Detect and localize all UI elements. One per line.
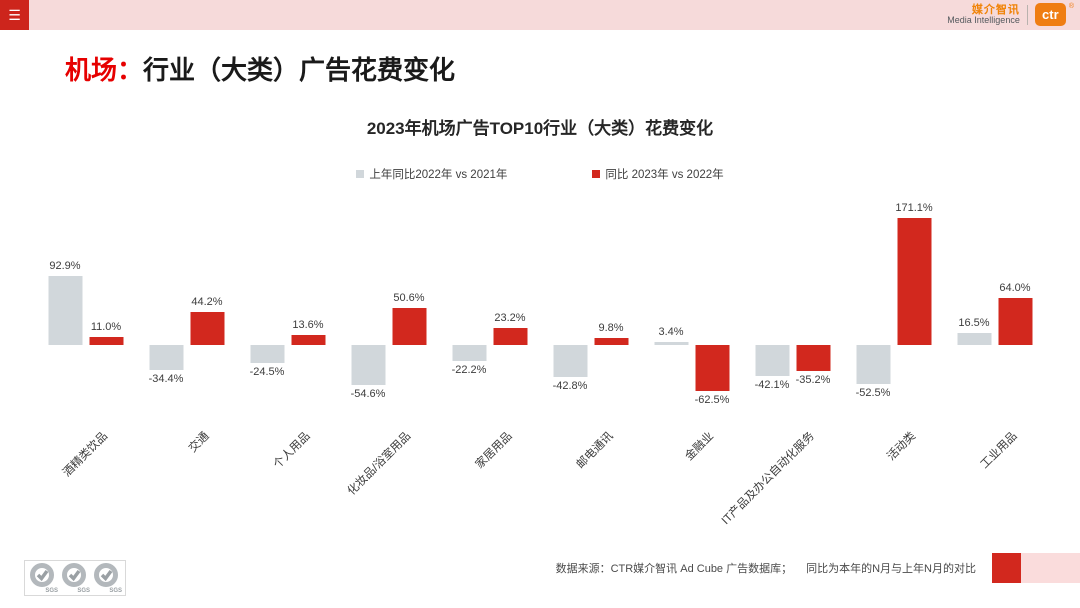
- bar-group: 92.9% 11.0%: [35, 190, 136, 420]
- bar-value-label: 44.2%: [191, 296, 223, 309]
- sgs-text: SGS: [77, 588, 90, 594]
- chart-title: 2023年机场广告TOP10行业（大类）花费变化: [366, 119, 714, 138]
- bar-prev-year: [351, 345, 385, 386]
- bar-current-year: [695, 345, 729, 392]
- bar-value-label: -54.6%: [350, 388, 386, 401]
- sgs-text: SGS: [45, 588, 58, 594]
- sgs-text: SGS: [109, 588, 122, 594]
- bar-value-label: 11.0%: [90, 320, 122, 333]
- bar-current-year: [493, 327, 527, 345]
- bar-value-label: -35.2%: [795, 374, 831, 387]
- comparison-note: 同比为本年的N月与上年N月的对比: [806, 563, 976, 575]
- x-axis-category: IT产品及办公自动化服务: [720, 430, 818, 528]
- x-axis-category: 交通: [186, 430, 212, 455]
- bar-group: -52.5% 171.1%: [843, 190, 944, 420]
- x-axis-category: 化妆品/浴室用品: [345, 430, 414, 498]
- bar-prev-year: [957, 332, 991, 345]
- bar-value-label: 9.8%: [598, 321, 624, 334]
- x-axis-category: 酒精类饮品: [60, 430, 111, 480]
- data-source: 数据来源：CTR媒介智讯 Ad Cube 广告数据库；: [555, 563, 793, 575]
- bar-group: 16.5% 64.0%: [944, 190, 1045, 420]
- bar-group: -42.8% 9.8%: [540, 190, 641, 420]
- chart-legend: 上年同比2022年 vs 2021年 同比 2023年 vs 2022年: [0, 166, 1080, 182]
- brand-name-en: Media Intelligence: [947, 14, 1020, 25]
- sgs-logo-icon: SGS: [28, 562, 58, 594]
- brand-divider: [1026, 4, 1028, 25]
- hamburger-menu-icon[interactable]: ☰: [0, 0, 29, 30]
- legend-label: 上年同比2022年 vs 2021年: [369, 169, 508, 181]
- page-title-rest: 行业（大类）广告花费变化: [143, 55, 456, 85]
- bar-current-year: [291, 334, 325, 345]
- bar-value-label: -62.5%: [694, 394, 730, 407]
- bar-value-label: 13.6%: [292, 318, 324, 331]
- corner-pink-block: [1021, 553, 1080, 583]
- x-axis-category: 邮电通讯: [574, 430, 616, 472]
- bar-prev-year: [452, 345, 486, 362]
- bar-chart: 92.9% 11.0% -34.4% 44.2% -24.5% 13.6% -54.6% 50…: [35, 190, 1045, 420]
- legend-item-current-year: 同比 2023年 vs 2022年: [592, 166, 724, 182]
- brand-name-cn: 媒介智讯: [971, 3, 1020, 16]
- x-axis-labels: 酒精类饮品 交通 个人用品 化妆品/浴室用品 家居用品 邮电通讯 金融业 IT产品及办公自动化…: [35, 424, 1045, 544]
- brand-block: 媒介智讯 Media Intelligence ctr ®: [947, 3, 1074, 26]
- bar-current-year: [998, 297, 1032, 345]
- bar-group: -54.6% 50.6%: [338, 190, 439, 420]
- bar-group: -42.1% -35.2%: [742, 190, 843, 420]
- bar-prev-year: [553, 345, 587, 377]
- bar-value-label: 23.2%: [494, 311, 526, 324]
- ctr-logo: ctr: [1034, 3, 1066, 26]
- bar-value-label: 171.1%: [895, 202, 933, 215]
- bar-value-label: 16.5%: [958, 316, 990, 329]
- bar-group: -22.2% 23.2%: [439, 190, 540, 420]
- bar-value-label: 3.4%: [658, 326, 684, 339]
- bar-value-label: -42.1%: [754, 379, 790, 392]
- bar-prev-year: [149, 345, 183, 371]
- bar-prev-year: [250, 345, 284, 364]
- bar-group: -24.5% 13.6%: [237, 190, 338, 420]
- bar-value-label: 50.6%: [393, 291, 425, 304]
- bar-current-year: [897, 218, 931, 345]
- bar-prev-year: [48, 276, 82, 345]
- sgs-logo-icon: SGS: [92, 562, 122, 594]
- bar-group: -34.4% 44.2%: [136, 190, 237, 420]
- bar-current-year: [190, 312, 224, 345]
- bar-value-label: -34.4%: [148, 373, 184, 386]
- legend-swatch-gray: [356, 170, 365, 178]
- x-axis-category: 家居用品: [473, 430, 515, 472]
- bar-value-label: -24.5%: [249, 366, 285, 379]
- x-axis-category: 个人用品: [271, 430, 313, 472]
- brand-text: 媒介智讯 Media Intelligence: [947, 4, 1020, 26]
- bar-value-label: -22.2%: [451, 364, 487, 377]
- sgs-logo-icon: SGS: [60, 562, 90, 594]
- sgs-certification-logos: SGS SGS SGS: [24, 560, 126, 596]
- registered-mark: ®: [1068, 3, 1074, 10]
- bar-value-label: -42.8%: [552, 379, 588, 392]
- legend-swatch-red: [592, 170, 601, 178]
- page-title-prefix: 机场：: [65, 55, 144, 85]
- page-title: 机场：行业（大类）广告花费变化: [65, 50, 455, 87]
- bar-group: 3.4% -62.5%: [641, 190, 742, 420]
- data-source-note: 数据来源：CTR媒介智讯 Ad Cube 广告数据库； 同比为本年的N月与上年N月…: [556, 560, 976, 576]
- bar-prev-year: [755, 345, 789, 377]
- top-bar: [0, 0, 1080, 30]
- bar-prev-year: [856, 345, 890, 384]
- bar-current-year: [89, 336, 123, 345]
- bar-prev-year: [654, 342, 688, 345]
- x-axis-category: 工业用品: [978, 430, 1020, 472]
- bar-current-year: [594, 337, 628, 345]
- legend-item-previous-year: 上年同比2022年 vs 2021年: [356, 166, 507, 182]
- bar-value-label: 92.9%: [49, 260, 81, 273]
- bar-current-year: [796, 345, 830, 372]
- corner-decoration: [992, 553, 1080, 583]
- corner-red-block: [992, 553, 1021, 583]
- bar-value-label: -52.5%: [855, 386, 891, 399]
- bar-value-label: 64.0%: [999, 281, 1031, 294]
- bar-current-year: [392, 307, 426, 345]
- x-axis-category: 活动类: [885, 430, 919, 464]
- legend-label: 同比 2023年 vs 2022年: [605, 169, 724, 181]
